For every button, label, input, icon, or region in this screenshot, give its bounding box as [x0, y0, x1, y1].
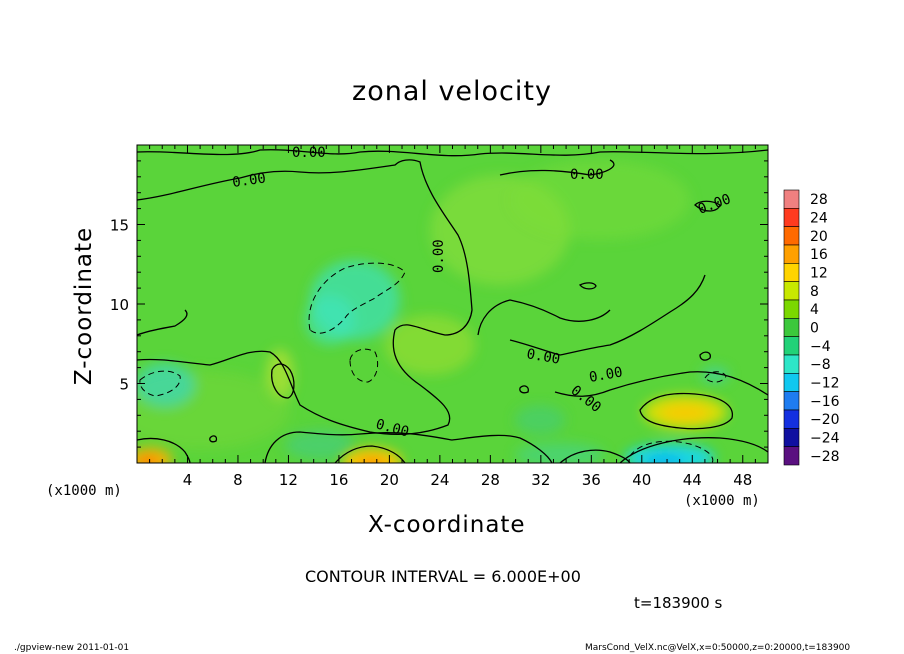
x-tick-label: 44 [683, 471, 702, 489]
colorbar-cell [783, 318, 800, 337]
x-unit-note: (x1000 m) [684, 493, 760, 509]
time-text: t=183900 s [634, 594, 723, 612]
colorbar-label: −8 [810, 357, 831, 373]
x-tick-label: 20 [380, 471, 399, 489]
x-tick-label: 4 [183, 471, 193, 489]
y-tick-label: 5 [119, 376, 129, 394]
contour-label: 0.00 [588, 364, 624, 386]
field-extremes [137, 395, 727, 463]
colorbar-cell [783, 391, 800, 411]
velocity-field: 0.00 0.00 0.00 0.00 0.00 0.00 0.00 0.00 … [137, 145, 768, 463]
colorbar-label: 16 [810, 247, 828, 263]
colorbar-cell [783, 263, 800, 282]
contour-label: 0.00 [570, 167, 604, 183]
dashed-contours [139, 262, 727, 463]
colorbar-cell [783, 189, 800, 209]
x-axis-label: X-coordinate [368, 512, 526, 538]
x-tick-label: 12 [279, 471, 298, 489]
contour-label: 0.00 [431, 239, 447, 273]
colorbar-cell [783, 446, 800, 466]
colorbar-cell [783, 281, 800, 301]
x-tick-label: 16 [329, 471, 348, 489]
chart-title: zonal velocity [352, 76, 552, 107]
solid-contours [137, 149, 768, 463]
x-tick-label: 28 [481, 471, 500, 489]
colorbar-label: 28 [810, 192, 828, 208]
colorbar-cell [783, 354, 800, 374]
y-axis-label: Z-coordinate [71, 226, 97, 386]
y-axis: 5 10 15 [110, 160, 768, 448]
footer-right: MarsCond_VelX.nc@VelX,x=0:50000,z=0:2000… [585, 643, 851, 653]
contour-interval-text: CONTOUR INTERVAL = 6.000E+00 [305, 567, 581, 586]
y-unit-note: (x1000 m) [46, 483, 122, 499]
contour-label: 0.00 [231, 170, 267, 191]
contour-label: 0.00 [292, 145, 326, 161]
colorbar-cell [783, 336, 800, 356]
contour-label: 0.00 [525, 346, 561, 368]
colorbar: 28 24 20 16 12 8 4 0 −4 −8 −12 −16 −20 −24 −28 [783, 189, 840, 466]
colorbar-label: 24 [810, 211, 828, 227]
colorbar-label: 4 [810, 302, 819, 318]
y-tick-label: 10 [110, 296, 129, 314]
colorbar-cell [783, 373, 800, 392]
footer-left: ./gpview-new 2011-01-01 [14, 643, 130, 653]
colorbar-cell [783, 244, 800, 264]
colorbar-cell [783, 428, 800, 447]
colorbar-label: −16 [810, 394, 840, 410]
x-tick-label: 8 [233, 471, 243, 489]
x-axis: 4 8 12 16 20 24 28 32 36 40 44 48 [149, 145, 756, 489]
colorbar-label: 8 [810, 284, 819, 300]
x-tick-label: 32 [531, 471, 550, 489]
colorbar-label: −12 [810, 376, 840, 392]
colorbar-cell [783, 409, 800, 429]
colorbar-cell [783, 299, 800, 319]
y-tick-label: 15 [110, 217, 129, 235]
colorbar-label: 0 [810, 321, 819, 337]
x-tick-label: 24 [430, 471, 449, 489]
x-tick-label: 36 [582, 471, 601, 489]
field-shading [137, 160, 729, 463]
x-tick-label: 40 [632, 471, 651, 489]
colorbar-label: −28 [810, 449, 840, 465]
colorbar-label: 20 [810, 229, 828, 245]
colorbar-cell [783, 208, 800, 227]
colorbar-cell [783, 226, 800, 246]
colorbar-label: −4 [810, 339, 831, 355]
colorbar-label: 12 [810, 266, 828, 282]
colorbar-label: −20 [810, 412, 840, 428]
colorbar-label: −24 [810, 431, 840, 447]
x-tick-label: 48 [733, 471, 752, 489]
